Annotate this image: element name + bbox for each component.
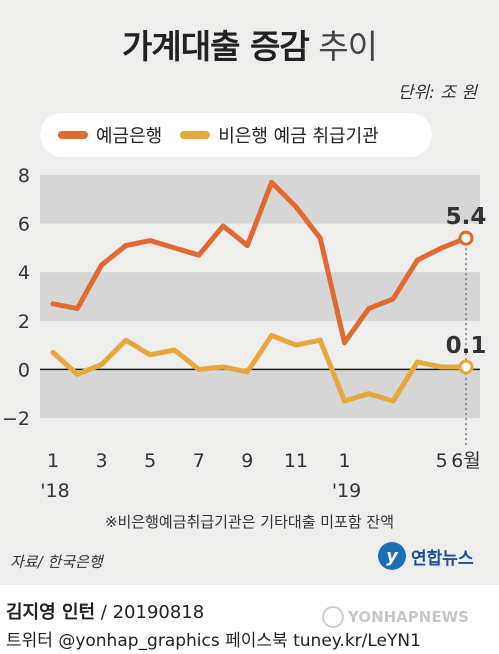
x-tick-label: 5 [144,450,156,472]
unit-label: 단위: 조 원 [397,83,477,103]
x-tick-label: 3 [96,450,108,472]
x-tick-label: 9 [241,450,253,472]
y-tick-label: 0 [18,359,30,381]
title-light: 추이 [318,27,378,66]
end-marker-0 [458,230,474,246]
source-label: 자료/ 한국은행 [10,553,103,571]
end-label-1: 0.1 [446,333,487,359]
page-title: 가계대출 증감 추이 [0,20,499,68]
x-tick-label: 5 [436,450,448,472]
legend-swatch-non-bank [180,131,211,139]
y-band [40,369,480,418]
yonhap-logo-icon: y [378,542,406,570]
year-label: '18 [40,480,69,502]
y-tick-label: 4 [18,262,30,284]
x-tick-label: 1 [47,450,59,472]
x-tick-label: 6월 [451,450,481,472]
yonhap-logo-text: 연합뉴스 [411,548,474,569]
legend-item-non-bank: 비은행 예금 취급기관 [180,122,379,148]
yonhap-logo: y 연합뉴스 [378,542,474,570]
credit-name: 김지영 인턴 [6,602,96,623]
x-tick-label: 7 [193,450,205,472]
series-line-1 [50,332,469,404]
y-tick-label: 8 [18,165,30,187]
series-line-0 [50,179,469,346]
credit-date: / 20190818 [95,602,205,623]
watermark: YONHAPNEWS [322,606,469,628]
legend-label-non-bank: 비은행 예금 취급기관 [218,126,379,147]
y-band [40,272,480,321]
year-label: '19 [332,480,361,502]
legend: 예금은행 비은행 예금 취급기관 [40,113,432,157]
y-tick-label: 2 [18,311,30,333]
legend-label-deposit-bank: 예금은행 [96,126,163,147]
legend-swatch-deposit-bank [58,131,88,139]
credit: 김지영 인턴 / 20190818 [6,598,204,624]
watermark-text: YONHAPNEWS [348,608,469,626]
legend-item-deposit-bank: 예금은행 [58,122,162,148]
y-tick-label: −2 [2,408,30,430]
x-tick-label: 11 [284,450,308,472]
title-bold: 가계대출 증감 [122,27,310,66]
y-tick-label: 6 [18,214,30,236]
x-tick-label: 1 [338,450,350,472]
end-label-0: 5.4 [446,204,487,230]
end-marker-1 [458,359,474,375]
social-links: 트위터 @yonhap_graphics 페이스북 tuney.kr/LeYN1 [6,631,421,651]
watermark-icon [322,606,344,628]
footnote: ※비은행예금취급기관은 기타대출 미포함 잔액 [104,513,395,531]
